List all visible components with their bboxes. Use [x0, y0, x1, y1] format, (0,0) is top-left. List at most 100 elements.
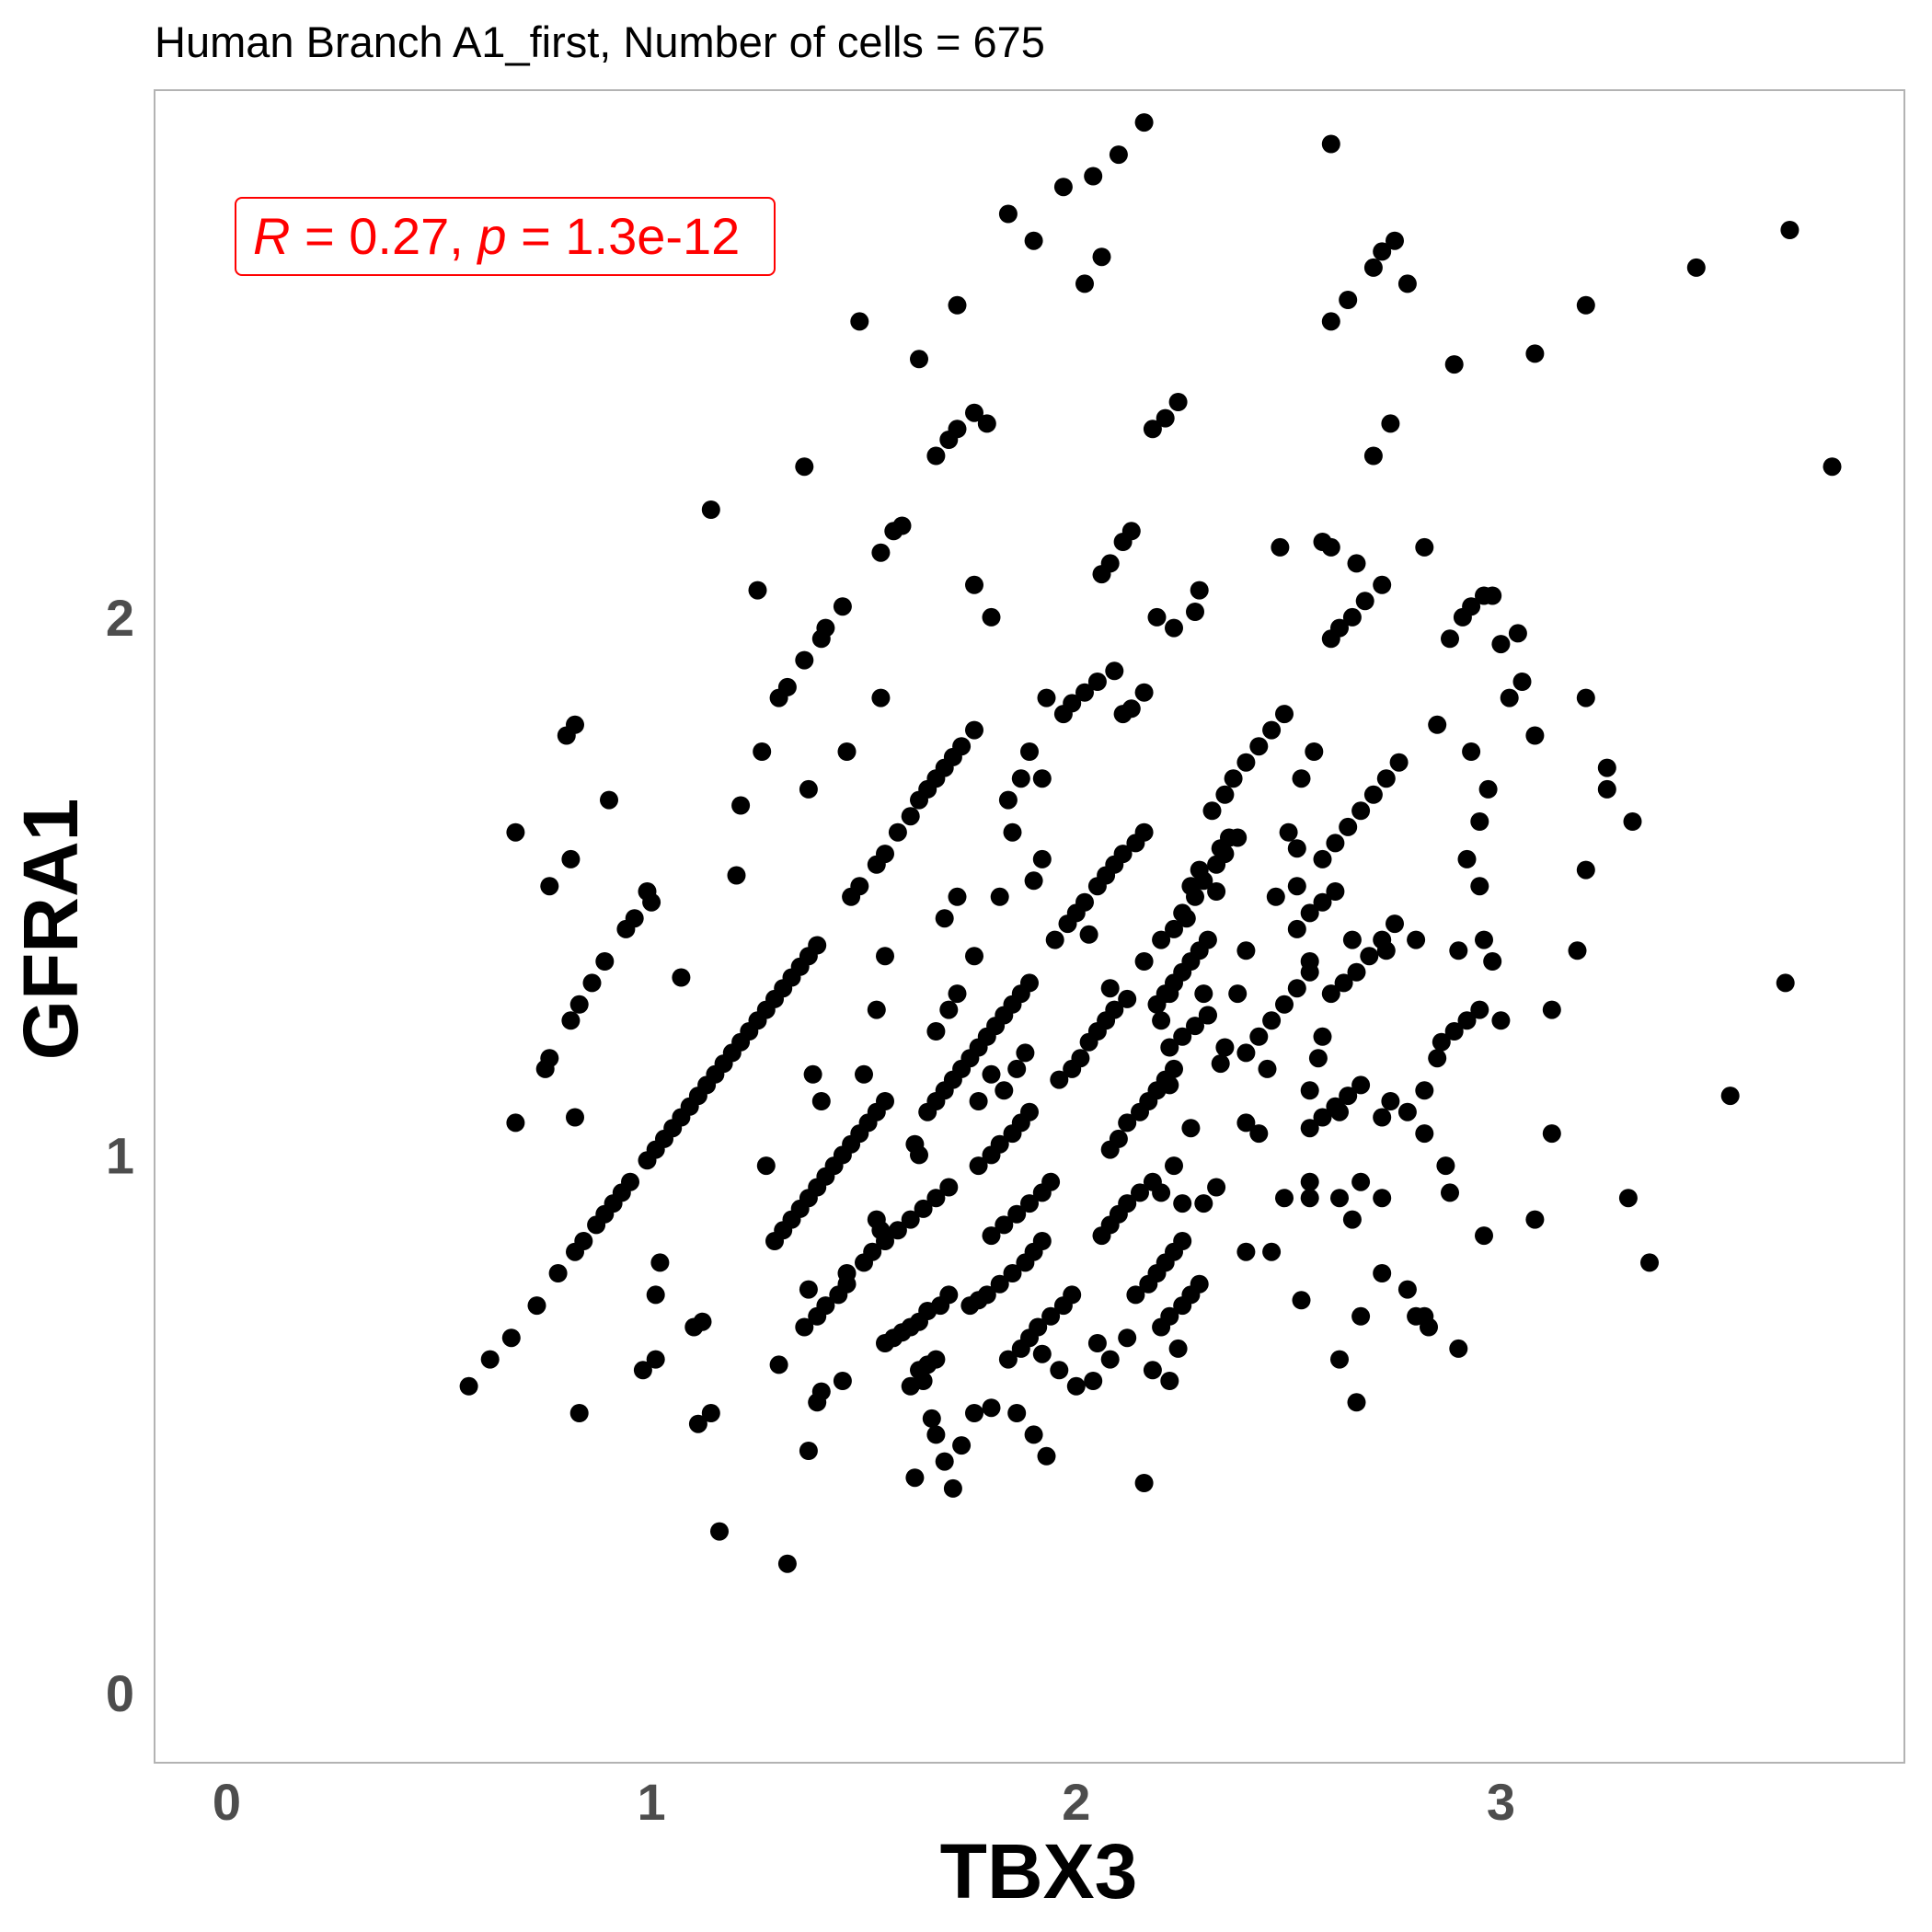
data-point: [1007, 1059, 1027, 1078]
data-point: [1215, 785, 1235, 804]
data-point: [701, 1404, 720, 1422]
data-point: [939, 1285, 959, 1305]
data-point: [965, 575, 983, 594]
data-point: [969, 1156, 988, 1176]
data-point: [1134, 113, 1154, 132]
data-point: [1105, 1000, 1124, 1019]
data-point: [1020, 1194, 1039, 1213]
data-point: [1720, 1087, 1740, 1106]
chart-title: Human Branch A1_first, Number of cells =…: [155, 17, 1045, 66]
data-point: [1066, 1376, 1086, 1396]
data-point: [990, 1274, 1009, 1294]
data-point: [1491, 1011, 1511, 1030]
data-point: [1249, 1027, 1269, 1046]
data-point: [1397, 1102, 1417, 1121]
data-point: [1415, 1081, 1434, 1100]
data-point: [1287, 919, 1306, 938]
data-point: [1457, 1011, 1477, 1030]
data-point: [459, 1376, 478, 1396]
data-point: [1271, 537, 1290, 557]
data-point: [837, 742, 857, 761]
data-point: [1266, 887, 1285, 906]
data-point: [1181, 877, 1201, 896]
data-point: [1087, 673, 1107, 691]
data-point: [1100, 554, 1120, 573]
data-point: [871, 543, 891, 562]
data-point: [1470, 812, 1489, 831]
data-point: [1024, 871, 1043, 891]
data-point: [977, 1285, 996, 1305]
correlation-annotation: R = 0.27, p = 1.3e-12: [235, 197, 776, 276]
data-point: [1363, 446, 1383, 466]
plot-panel: [154, 89, 1905, 1764]
data-point: [795, 457, 814, 477]
data-point: [1207, 882, 1226, 901]
data-point: [910, 350, 928, 369]
data-point: [633, 1361, 652, 1380]
data-point: [1100, 979, 1120, 998]
data-point: [1525, 726, 1545, 745]
data-point: [1415, 537, 1434, 557]
data-point: [1351, 1075, 1371, 1095]
data-point: [646, 1285, 665, 1305]
data-point: [1109, 145, 1128, 165]
data-point: [1236, 941, 1256, 960]
data-point: [1045, 930, 1064, 949]
annotation-box: [235, 197, 776, 276]
data-point: [1032, 1344, 1052, 1363]
data-point: [1152, 930, 1171, 949]
data-point: [998, 790, 1018, 810]
data-point: [1160, 1075, 1179, 1095]
data-point: [1207, 1178, 1226, 1197]
data-point: [948, 887, 967, 906]
data-point: [965, 720, 983, 740]
data-point: [1512, 673, 1532, 691]
data-point: [710, 1522, 729, 1541]
data-point: [1134, 822, 1154, 842]
data-point: [1143, 1361, 1162, 1380]
data-points: [459, 113, 1842, 1573]
x-tick-label: 3: [1487, 1773, 1515, 1831]
data-point: [1168, 393, 1188, 411]
data-point: [646, 1350, 665, 1369]
data-point: [1597, 758, 1616, 777]
data-point: [1279, 822, 1298, 842]
data-point: [1342, 930, 1362, 949]
data-point: [1287, 979, 1306, 998]
data-point: [1292, 769, 1311, 788]
data-point: [1475, 1226, 1493, 1246]
data-point: [901, 1210, 920, 1229]
data-point: [1084, 167, 1103, 186]
data-point: [1373, 575, 1392, 594]
data-point: [952, 1436, 972, 1455]
data-point: [1308, 1049, 1328, 1068]
data-point: [1024, 1425, 1043, 1444]
data-point: [995, 1081, 1014, 1100]
data-point: [527, 1296, 546, 1316]
data-point: [748, 581, 767, 600]
data-point: [540, 877, 559, 896]
data-point: [803, 1064, 822, 1084]
data-point: [574, 1232, 593, 1250]
data-point: [1113, 845, 1133, 864]
data-point: [1470, 1000, 1489, 1019]
data-point: [799, 1280, 818, 1299]
data-point: [982, 1064, 1001, 1084]
data-point: [1211, 1054, 1230, 1074]
data-point: [855, 1064, 873, 1084]
stat-part: ,: [449, 207, 477, 265]
data-point: [850, 312, 869, 331]
data-point: [1339, 291, 1358, 309]
data-point: [1084, 1372, 1103, 1390]
data-point: [1160, 984, 1179, 1004]
data-point: [1300, 1081, 1319, 1100]
data-point: [731, 796, 751, 815]
data-point: [561, 849, 581, 868]
data-point: [982, 1398, 1001, 1418]
data-point: [1020, 742, 1039, 761]
data-point: [600, 790, 618, 810]
data-point: [1347, 554, 1366, 573]
data-point: [1177, 909, 1196, 928]
data-point: [1576, 295, 1595, 315]
data-point: [1152, 1183, 1171, 1202]
